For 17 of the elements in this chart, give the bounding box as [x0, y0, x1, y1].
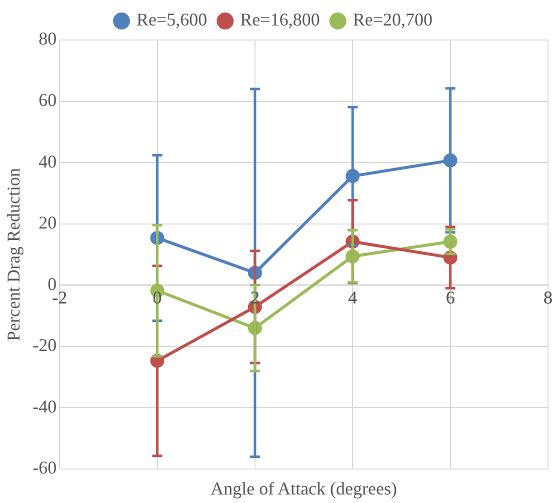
- y-tick-label: 40: [38, 151, 57, 172]
- legend-label: Re=20,700: [352, 10, 432, 30]
- y-tick-label: 80: [38, 28, 57, 49]
- y-tick-label: -60: [32, 458, 57, 478]
- y-axis-title: Percent Drag Reduction: [4, 168, 24, 341]
- legend-label: Re=5,600: [136, 10, 208, 30]
- y-tick-label: -20: [32, 335, 57, 356]
- y-tick-label: 0: [48, 274, 57, 294]
- y-tick-label: 20: [38, 212, 57, 233]
- x-axis-title: Angle of Attack (degrees): [210, 478, 398, 499]
- x-tick-label: 6: [446, 288, 455, 308]
- x-tick-label: 2: [250, 288, 260, 308]
- x-tick-label: 8: [544, 288, 552, 308]
- y-tick-label: -40: [32, 396, 57, 416]
- y-tick-label: 60: [38, 90, 57, 110]
- x-tick-label: 4: [348, 288, 358, 308]
- legend-label: Re=16,800: [240, 10, 320, 30]
